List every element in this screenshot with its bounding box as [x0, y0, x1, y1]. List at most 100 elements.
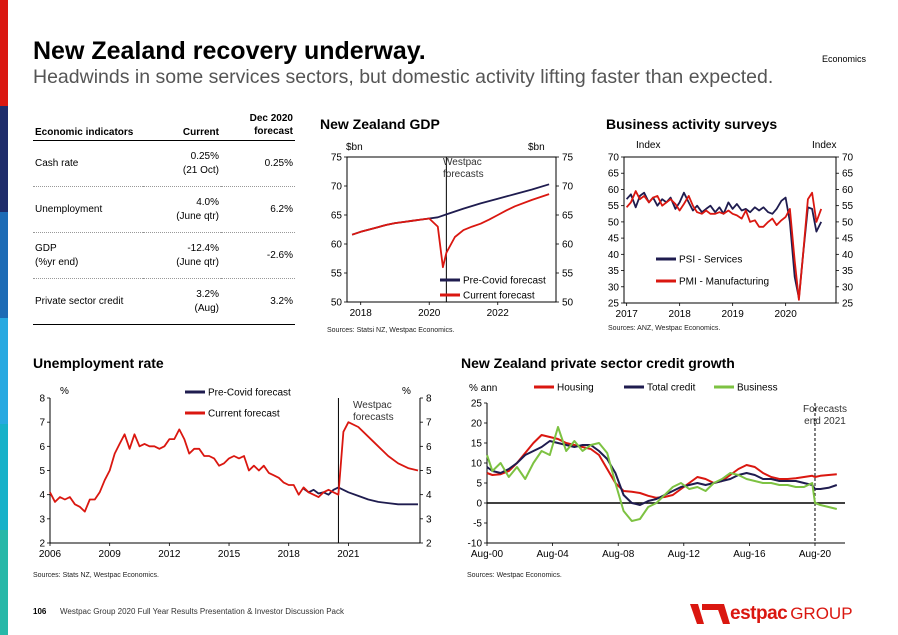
x-tick-label: Aug-08: [602, 549, 635, 560]
series-line-current-forecast: [49, 421, 419, 513]
x-tick-label: Aug-16: [733, 549, 766, 560]
logo-group: GROUP: [790, 604, 853, 623]
series-line-pre-covid-forecast: [351, 183, 550, 236]
y-tick-label: 6: [39, 442, 45, 453]
legend-label: Current forecast: [208, 409, 280, 420]
y-tick-label: 25: [471, 399, 483, 410]
series-line-business: [486, 426, 838, 522]
y-tick-label-right: 65: [842, 169, 854, 180]
westpac-w-logo-icon: [690, 604, 730, 624]
page-subtitle: Headwinds in some services sectors, but …: [33, 66, 774, 88]
y-tick-label: 25: [608, 299, 620, 310]
x-tick-label: Aug-00: [471, 549, 504, 560]
y-tick-label-right: 75: [562, 153, 574, 164]
y-tick-label: 7: [39, 418, 45, 429]
economic-indicators-table: Economic indicators Current Dec 2020 for…: [33, 112, 295, 325]
table-cell-current: 4.0% (June qtr): [143, 186, 221, 233]
y-tick-label: 30: [608, 282, 620, 293]
y-tick-label: 40: [608, 250, 620, 261]
legend-label: Pre-Covid forecast: [463, 276, 546, 287]
x-tick-label: 2018: [350, 308, 373, 319]
y-tick-label-right: 45: [842, 234, 854, 245]
y-tick-label-right: 55: [562, 269, 574, 280]
y-tick-label: 15: [471, 439, 483, 450]
table-cell-current: -12.4% (June qtr): [143, 232, 221, 279]
y-tick-label: 4: [39, 490, 45, 501]
y-tick-label: 50: [608, 217, 620, 228]
table-row: GDP (%yr end) -12.4% (June qtr) -2.6%: [33, 232, 295, 279]
y-tick-label-right: 60: [842, 185, 854, 196]
table-header-row: Economic indicators Current Dec 2020 for…: [33, 112, 295, 141]
table-cell-current: 3.2% (Aug): [143, 278, 221, 325]
y-tick-label-right: 25: [842, 299, 854, 310]
y-axis-label: % ann: [469, 383, 497, 394]
plot-frame: [346, 156, 557, 303]
table-row: Private sector credit 3.2% (Aug) 3.2%: [33, 278, 295, 325]
y-tick-label-right: 6: [426, 442, 432, 453]
table-cell-forecast: 0.25%: [221, 140, 295, 187]
y-tick-label: 55: [331, 269, 343, 280]
business-chart-title: Business activity surveys: [606, 116, 778, 132]
x-tick-label: 2019: [722, 309, 745, 320]
legend-label: Pre-Covid forecast: [208, 388, 291, 399]
westpac-logo: estpac GROUP: [690, 598, 853, 624]
gdp-chart: 50 50 55 55 60 60 65 65 70 70 75 75 2018 2020 2022 $bn $…: [331, 142, 574, 319]
y-tick-label: 3: [39, 514, 45, 525]
y-axis-label: Index: [636, 140, 660, 151]
legend-label: Business: [737, 383, 778, 394]
footer-text: Westpac Group 2020 Full Year Results Pre…: [60, 607, 344, 616]
x-tick-label: 2009: [99, 549, 122, 560]
y-tick-label-right: 70: [562, 182, 574, 193]
y-tick-label-right: 70: [842, 153, 854, 164]
y-tick-label-right: 60: [562, 240, 574, 251]
table-row: Cash rate 0.25% (21 Oct) 0.25%: [33, 140, 295, 187]
series-line-pmi-manufacturing: [625, 190, 823, 301]
y-tick-label-right: 50: [842, 217, 854, 228]
y-tick-label: 65: [331, 211, 343, 222]
brand-color-bar-lightblue: [0, 318, 8, 424]
x-tick-label: 2018: [278, 549, 301, 560]
legend-label: Current forecast: [463, 291, 535, 302]
y-tick-label: 70: [331, 182, 343, 193]
x-tick-label: Aug-12: [668, 549, 701, 560]
gdp-source: Sources: Statsi NZ, Westpac Economics.: [327, 327, 455, 334]
page-title: New Zealand recovery underway.: [33, 37, 426, 65]
brand-color-bar-teal: [0, 424, 8, 530]
y-tick-label: 5: [39, 466, 45, 477]
brand-color-bar-blue: [0, 212, 8, 318]
y-tick-label-right: 40: [842, 250, 854, 261]
x-tick-label: 2015: [218, 549, 241, 560]
table-cell-forecast: 3.2%: [221, 278, 295, 325]
y-tick-label: 60: [608, 185, 620, 196]
x-tick-label: Aug-04: [536, 549, 569, 560]
y-tick-label: 65: [608, 169, 620, 180]
table-cell-label: Private sector credit: [33, 278, 143, 325]
legend-label: Total credit: [647, 383, 696, 394]
x-tick-label: 2017: [616, 309, 639, 320]
section-tag: Economics: [822, 54, 867, 64]
y-axis-label-right: Index: [812, 140, 836, 151]
unemployment-source: Sources: Stats NZ, Westpac Economics.: [33, 572, 159, 579]
x-tick-label: 2020: [775, 309, 798, 320]
x-tick-label: 2018: [669, 309, 692, 320]
table-cell-label: Cash rate: [33, 140, 143, 187]
y-tick-label-right: 5: [426, 466, 432, 477]
y-tick-label: 10: [471, 459, 483, 470]
y-tick-label: 55: [608, 201, 620, 212]
brand-color-bar-navy: [0, 106, 8, 212]
table-cell-forecast: 6.2%: [221, 186, 295, 233]
table-header-indicator: Economic indicators: [33, 112, 143, 141]
y-tick-label-right: 8: [426, 394, 432, 405]
unemployment-chart: 2 2 3 3 4 4 5 5 6 6 7 7 8 8 2006 2009 2012 2015 2018 2021%%…: [39, 386, 432, 560]
legend-label: PSI - Services: [679, 255, 742, 266]
series-line-current-forecast: [351, 193, 550, 269]
table-cell-forecast: -2.6%: [221, 232, 295, 279]
page-number: 106: [33, 607, 47, 616]
business-activity-chart: 25 25 30 30 35 35 40 40 45 45 50 50 55 55 60 60 65 65 70 70…: [608, 140, 854, 320]
series-line-housing: [486, 434, 837, 499]
y-tick-label: 0: [476, 499, 482, 510]
credit-chart-title: New Zealand private sector credit growth: [461, 355, 735, 371]
y-tick-label-right: 65: [562, 211, 574, 222]
series-line-total-credit: [486, 440, 838, 506]
legend-label: Housing: [557, 383, 594, 394]
